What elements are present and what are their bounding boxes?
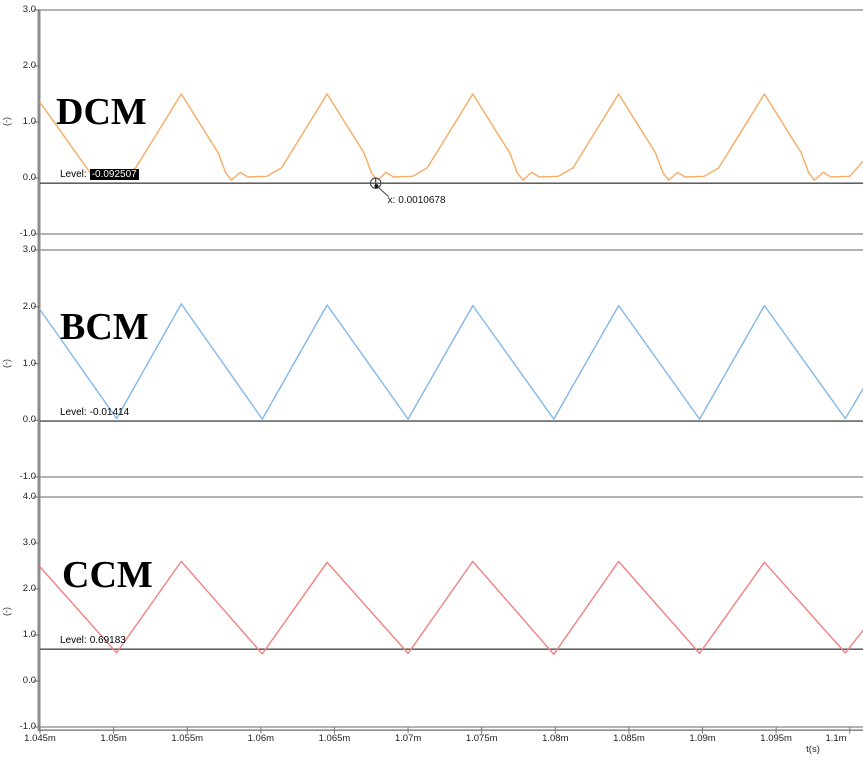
cursor-dot	[374, 184, 379, 189]
dcm-waveform	[39, 93, 863, 182]
bcm-waveform	[39, 303, 863, 420]
ccm-waveform	[39, 560, 863, 655]
y-axis-line	[37, 10, 41, 732]
cursor-leader-line	[378, 187, 390, 198]
